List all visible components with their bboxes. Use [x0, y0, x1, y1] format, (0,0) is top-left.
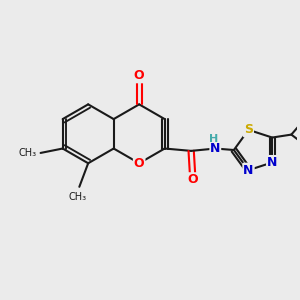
Text: CH₃: CH₃ — [19, 148, 37, 158]
Text: N: N — [267, 156, 278, 169]
Text: H: H — [209, 134, 218, 144]
Text: N: N — [210, 142, 220, 155]
Text: S: S — [244, 123, 253, 136]
Text: O: O — [134, 69, 145, 82]
Text: O: O — [134, 157, 145, 170]
Text: O: O — [187, 173, 198, 186]
Text: CH₃: CH₃ — [69, 192, 87, 202]
Text: N: N — [243, 164, 254, 177]
